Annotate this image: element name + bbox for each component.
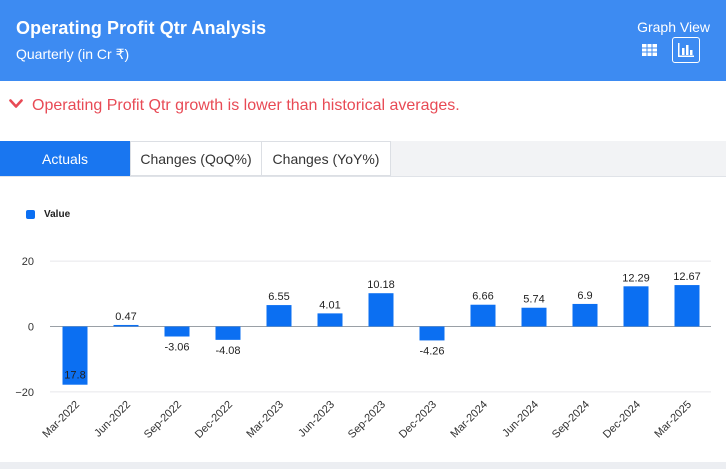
chart-legend[interactable]: Value (26, 209, 70, 220)
bar (215, 326, 241, 340)
tabs-bar: Actuals Changes (QoQ%) Changes (YoY%) (0, 141, 726, 177)
x-tick-label: Mar-2025 (652, 399, 694, 441)
view-label: Graph View (637, 19, 710, 35)
data-label: 5.74 (523, 294, 544, 306)
x-tick-label: Dec-2023 (397, 399, 439, 441)
data-label: 17.8 (64, 370, 85, 382)
data-label: -3.06 (164, 342, 189, 354)
legend-label: Value (44, 209, 71, 220)
bar-chart-icon (678, 43, 694, 57)
bars-layer: 17.8 Mar-2022 0.47 Jun-2022 -3.06 Sep-2022 -4.… (40, 271, 700, 441)
x-tick-label: Mar-2024 (448, 399, 490, 441)
tab-changes-qoq[interactable]: Changes (QoQ%) (130, 141, 262, 176)
legend-swatch (26, 210, 35, 219)
x-tick-label: Jun-2022 (92, 399, 133, 440)
bar (623, 286, 649, 327)
data-label: 10.18 (367, 279, 395, 291)
page-title: Operating Profit Qtr Analysis (16, 18, 267, 38)
x-tick-label: Sep-2022 (142, 399, 184, 441)
bar (266, 305, 292, 327)
bar (317, 313, 343, 327)
tab-actuals[interactable]: Actuals (0, 141, 130, 176)
data-label: 12.29 (622, 272, 650, 284)
bar (62, 326, 88, 385)
alert-banner (0, 81, 726, 141)
bar (521, 307, 547, 327)
data-label: 0.47 (115, 311, 136, 323)
x-tick-label: Mar-2023 (244, 399, 286, 441)
y-tick-label: 0 (28, 322, 34, 334)
bottom-strip (0, 462, 726, 469)
x-tick-label: Mar-2022 (40, 399, 82, 441)
grid-layer: 20 0 −20 (15, 256, 711, 399)
data-label: -4.08 (215, 345, 240, 357)
tab-changes-yoy[interactable]: Changes (YoY%) (261, 141, 391, 176)
data-label: 6.9 (577, 290, 592, 302)
data-label: 6.66 (472, 291, 493, 303)
bar (164, 326, 190, 337)
data-label: 4.01 (319, 299, 340, 311)
x-tick-label: Dec-2022 (193, 399, 235, 441)
alert-text: Operating Profit Qtr growth is lower tha… (32, 97, 460, 114)
bar (470, 304, 496, 327)
card-header: Operating Profit Qtr Analysis Quarterly … (0, 0, 726, 81)
table-icon (641, 44, 657, 56)
page-subtitle: Quarterly (in Cr ₹) (16, 46, 130, 62)
bar (113, 324, 139, 327)
table-view-button[interactable] (636, 38, 662, 62)
data-label: 6.55 (268, 291, 289, 303)
bar-chart: 20 0 −20 17.8 Mar-2022 0.47 Jun-2022 -3.06 Sep-… (15, 256, 711, 441)
bar (572, 303, 598, 327)
x-tick-label: Jun-2023 (296, 399, 337, 440)
x-tick-label: Sep-2023 (346, 399, 388, 441)
y-tick-label: 20 (22, 256, 34, 268)
graph-view-button[interactable] (672, 37, 700, 63)
bar (674, 285, 700, 327)
bar (368, 293, 394, 327)
data-label: -4.26 (419, 345, 444, 357)
data-label: 12.67 (673, 271, 701, 283)
x-tick-label: Sep-2024 (550, 399, 592, 441)
x-tick-label: Jun-2024 (500, 399, 541, 440)
y-tick-label: −20 (15, 387, 34, 399)
chevron-down-icon[interactable] (9, 99, 23, 109)
x-tick-label: Dec-2024 (601, 399, 643, 441)
bar (419, 326, 445, 341)
